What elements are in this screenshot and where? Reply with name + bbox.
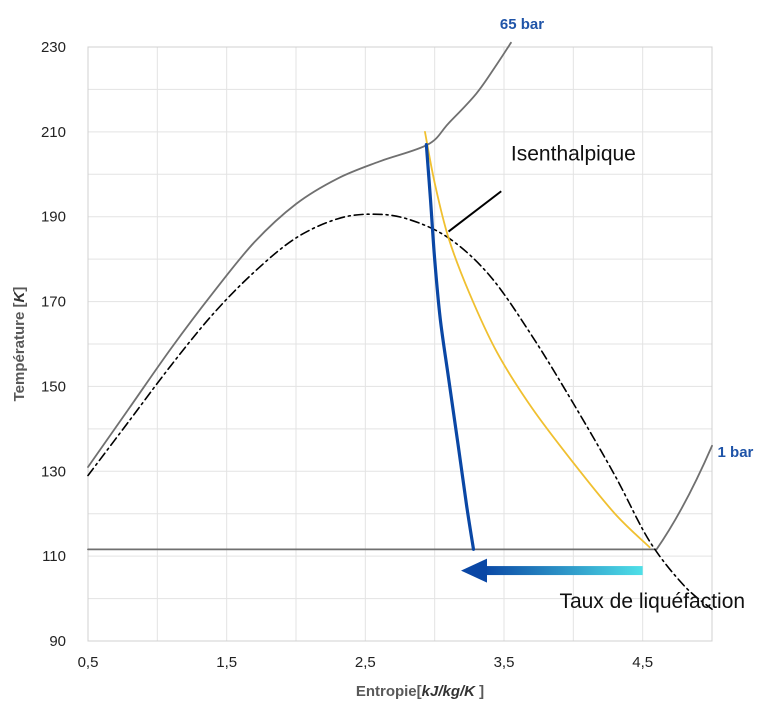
y-tick-label: 150 <box>41 378 66 395</box>
y-tick-label: 110 <box>42 548 66 565</box>
x-tick-label: 0,5 <box>78 654 99 671</box>
x-axis-title: Entropie[kJ/kg/K ] <box>356 683 484 700</box>
x-axis-title-main: Entropie <box>356 683 417 700</box>
y-tick-label: 90 <box>49 633 66 650</box>
annotation-label: Isenthalpique <box>511 143 636 166</box>
isenthalpique-pointer <box>447 190 502 233</box>
y-tick-label: 230 <box>41 39 66 56</box>
annotation-label: Taux de liquéfaction <box>559 590 745 613</box>
x-tick-labels: 0,5 1,5 2,5 3,5 4,5 <box>78 654 654 671</box>
y-axis-title-main: Température <box>11 312 28 402</box>
y-axis-title-unit: K <box>11 290 28 302</box>
y-tick-label: 170 <box>41 294 66 311</box>
y-tick-label: 210 <box>41 124 66 141</box>
series-label: 65 bar <box>500 16 544 33</box>
liquefaction-arrow-shaft <box>483 566 643 576</box>
isobar-1-bar-line <box>87 444 713 551</box>
dash-dot-curve <box>87 213 713 610</box>
liquefaction-arrow-head <box>461 558 488 583</box>
y-tick-labels: 90 110 130 150 170 190 210 230 <box>41 39 66 650</box>
y-tick-label: 190 <box>41 209 66 226</box>
isobar-65-bar-line <box>87 41 512 468</box>
x-tick-label: 1,5 <box>216 654 237 671</box>
isenthalpic-blue-curve <box>424 142 476 551</box>
y-tick-label: 130 <box>41 463 66 480</box>
x-tick-label: 2,5 <box>355 654 376 671</box>
x-tick-label: 3,5 <box>494 654 515 671</box>
y-axis-title: Température [K] <box>11 287 28 402</box>
plot-frame <box>87 46 713 642</box>
annotations: 65 bar 1 bar Isenthalpique Taux de liquéfac… <box>447 16 754 613</box>
gridlines <box>87 46 713 642</box>
series-group <box>87 41 713 610</box>
x-axis-title-unit: kJ/kg/K <box>422 683 477 700</box>
x-tick-label: 4,5 <box>632 654 653 671</box>
series-label: 1 bar <box>718 444 754 461</box>
isentropic-yellow-curve <box>424 130 651 549</box>
